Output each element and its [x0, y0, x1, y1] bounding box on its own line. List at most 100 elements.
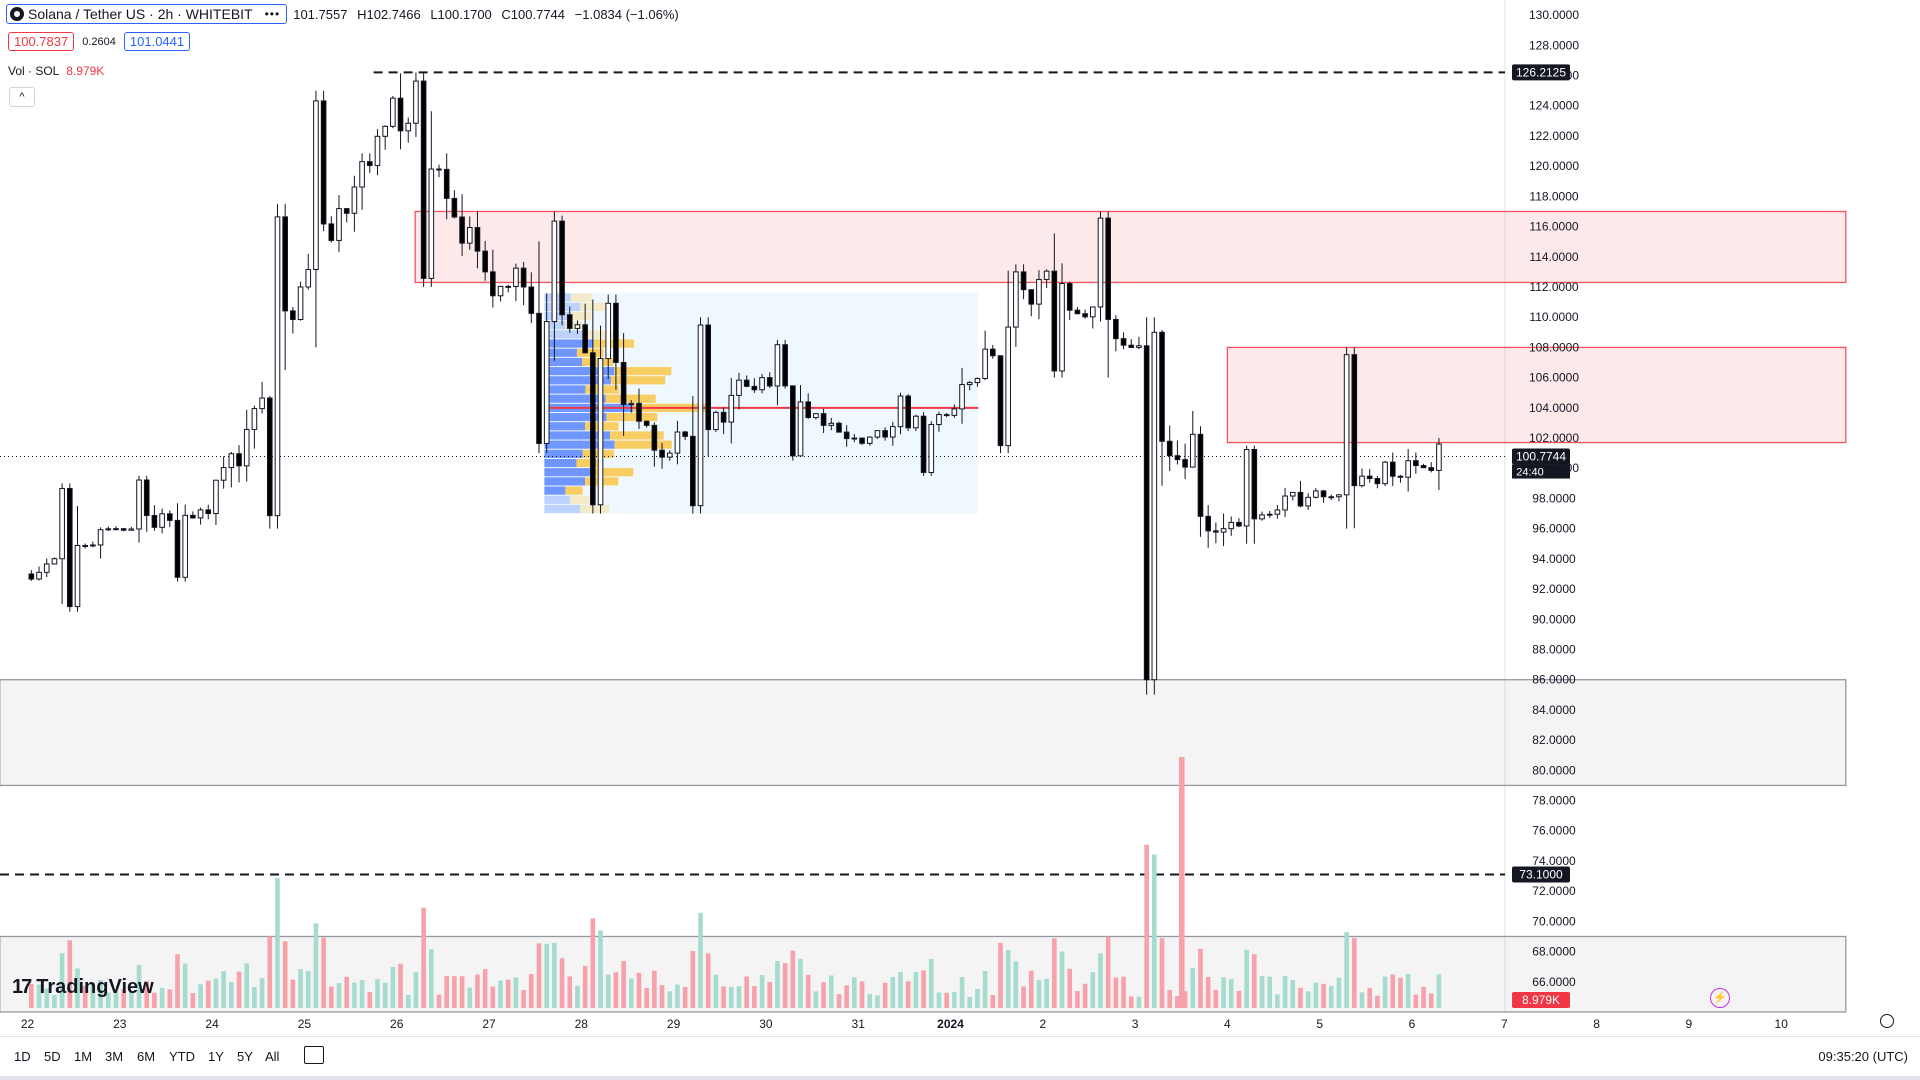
tradingview-logo[interactable]: 17 TradingView	[12, 976, 154, 999]
candle-up	[1013, 271, 1019, 328]
collapse-legend-button[interactable]: ^	[9, 87, 35, 107]
volume-bar	[129, 991, 134, 1008]
candle-up	[1359, 475, 1365, 487]
candle-up	[1305, 496, 1311, 507]
range-button-1y[interactable]: 1Y	[208, 1049, 224, 1064]
candle-down	[1320, 490, 1327, 498]
time-tick-label: 29	[667, 1017, 681, 1031]
calendar-icon[interactable]	[304, 1046, 324, 1064]
volume-bar	[229, 981, 234, 1008]
candle-down	[343, 208, 350, 214]
candle-up	[605, 302, 612, 360]
volume-profile-bar-up	[544, 367, 615, 376]
volume-bar	[1321, 983, 1326, 1008]
price-tick-label: 130.0000	[1529, 8, 1579, 22]
volume-bar	[205, 980, 211, 1008]
range-button-5y[interactable]: 5Y	[237, 1049, 253, 1064]
candle-down	[1397, 475, 1404, 478]
volume-bar	[1098, 953, 1103, 1008]
volume-bar	[544, 943, 549, 1008]
candle-down	[1166, 440, 1173, 457]
volume-profile-bar-down	[614, 367, 672, 376]
volume-bar	[159, 987, 165, 1008]
bottom-divider	[0, 1076, 1920, 1080]
range-button-1m[interactable]: 1M	[74, 1049, 93, 1064]
candle-down	[151, 515, 158, 528]
price-tick-label: 128.0000	[1529, 38, 1579, 52]
candle-up	[1328, 496, 1335, 499]
volume-bar	[982, 971, 988, 1008]
volume-profile-bar-up	[544, 376, 611, 385]
volume-legend: Vol · SOL 8.979K	[8, 64, 104, 78]
volume-bar	[1021, 986, 1026, 1008]
volume-bar	[628, 978, 634, 1008]
range-button-all[interactable]: All	[265, 1049, 280, 1064]
volume-bar	[775, 961, 780, 1008]
gear-icon[interactable]	[1880, 1014, 1894, 1028]
volume-bar	[1144, 844, 1149, 1008]
volume-badge-bg	[1512, 992, 1570, 1008]
candle-down	[566, 314, 573, 329]
candle-down	[1197, 433, 1204, 517]
price-chart[interactable]: 130.0000128.0000126.0000124.0000122.0000…	[0, 0, 1920, 1036]
ohlc-values: 101.7557 H102.7466 L100.1700 C100.7744 −…	[293, 7, 685, 22]
utc-clock[interactable]: 09:35:20 (UTC)	[1818, 1049, 1908, 1064]
candle-up	[159, 513, 165, 528]
spread-value: 0.2604	[82, 35, 116, 48]
candle-up	[713, 411, 719, 431]
volume-profile-bar-down	[584, 330, 618, 339]
volume-bar	[1282, 976, 1288, 1008]
symbol-box[interactable]: Solana / Tether US · 2h · WHITEBIT •••	[6, 4, 288, 24]
volume-bar	[1175, 996, 1180, 1008]
time-tick-label: 22	[21, 1017, 35, 1031]
price-badge-current: 100.7744	[1516, 450, 1566, 464]
range-button-6m[interactable]: 6M	[137, 1049, 156, 1064]
price-tick-label: 118.0000	[1529, 189, 1578, 203]
candle-down	[1020, 271, 1027, 291]
volume-bar	[552, 942, 557, 1008]
candle-down	[751, 385, 758, 391]
volume-profile-bar-up	[544, 311, 571, 321]
candle-down	[920, 415, 927, 473]
close-value: C100.7744	[501, 6, 566, 22]
volume-bar	[898, 971, 903, 1008]
volume-profile-bar-up	[544, 449, 583, 458]
more-options-icon[interactable]: •••	[264, 7, 281, 21]
candle-down	[1428, 467, 1435, 471]
volume-bar	[1105, 936, 1111, 1008]
volume-bar	[105, 992, 111, 1008]
candle-up	[574, 324, 581, 329]
candle-down	[520, 267, 527, 288]
price-tick-label: 116.0000	[1529, 220, 1578, 234]
range-button-1d[interactable]: 1D	[14, 1049, 31, 1064]
volume-bar	[1128, 996, 1134, 1008]
buy-price-button[interactable]: 101.0441	[123, 32, 191, 51]
zone-resistance-1	[1226, 346, 1847, 444]
candle-down	[643, 420, 650, 426]
volume-profile-bar-down	[576, 458, 603, 468]
volume-bar	[636, 972, 642, 1008]
range-button-5d[interactable]: 5D	[44, 1049, 61, 1064]
volume-badge: 8.979K	[1522, 993, 1560, 1007]
candle-up	[251, 408, 258, 430]
sell-price-button[interactable]: 100.7837	[8, 32, 75, 51]
range-button-3m[interactable]: 3M	[105, 1049, 124, 1064]
price-tick-label: 124.0000	[1529, 99, 1579, 113]
volume-bar	[1336, 977, 1342, 1008]
candle-down	[282, 216, 288, 312]
volume-bar	[336, 983, 342, 1008]
price-badge-high-bg	[1512, 64, 1570, 81]
range-button-ytd[interactable]: YTD	[169, 1049, 195, 1064]
volume-bar	[305, 970, 311, 1008]
candle-down	[120, 528, 127, 531]
volume-bar	[213, 978, 219, 1008]
lightning-icon[interactable]: ⚡	[1710, 988, 1730, 1008]
volume-profile-bar-up	[544, 440, 615, 449]
volume-profile-bar-down	[610, 376, 666, 385]
volume-bar	[1390, 974, 1396, 1008]
candle-up	[1336, 494, 1342, 498]
candle-down	[1366, 475, 1373, 479]
candle-up	[797, 401, 804, 457]
volume-profile-bar-up	[544, 504, 581, 514]
candle-up	[1259, 514, 1265, 520]
